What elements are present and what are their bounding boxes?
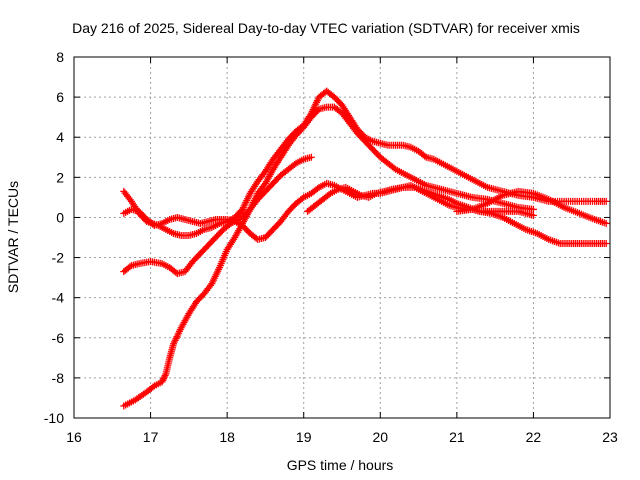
tick-labels: 16 17 18 19 20 21 22 23 -10 -8 -6 -4 -2 0 2 4 6 8 bbox=[44, 49, 618, 445]
x-tick-label: 18 bbox=[219, 429, 235, 445]
data-point bbox=[159, 376, 167, 384]
y-tick-label: 2 bbox=[56, 169, 64, 185]
y-tick-label: -6 bbox=[52, 330, 65, 346]
data-point bbox=[602, 240, 610, 248]
x-tick-label: 17 bbox=[143, 429, 159, 445]
x-axis-label: GPS time / hours bbox=[287, 457, 394, 473]
tick-marks bbox=[73, 56, 611, 419]
data-point bbox=[602, 197, 610, 205]
y-tick-label: -2 bbox=[52, 250, 65, 266]
grid-lines bbox=[74, 57, 610, 418]
series-trace-c bbox=[120, 153, 315, 278]
y-tick-label: -8 bbox=[52, 370, 65, 386]
y-axis-label: SDTVAR / TECUs bbox=[5, 181, 21, 293]
data-series bbox=[120, 87, 610, 410]
x-tick-label: 19 bbox=[296, 429, 312, 445]
data-point bbox=[161, 371, 169, 379]
x-tick-label: 20 bbox=[372, 429, 388, 445]
x-tick-label: 16 bbox=[66, 429, 82, 445]
data-point bbox=[602, 219, 610, 227]
chart-title: Day 216 of 2025, Sidereal Day-to-day VTE… bbox=[72, 20, 580, 36]
x-tick-label: 23 bbox=[602, 429, 618, 445]
plot-frame bbox=[73, 56, 611, 419]
data-point bbox=[529, 211, 537, 219]
series-trace-f bbox=[453, 187, 610, 227]
x-tick-label: 21 bbox=[449, 429, 465, 445]
y-tick-label: -4 bbox=[52, 290, 65, 306]
data-point bbox=[160, 373, 168, 381]
x-tick-label: 22 bbox=[526, 429, 542, 445]
data-point bbox=[160, 375, 168, 383]
data-point bbox=[529, 205, 537, 213]
y-tick-label: -10 bbox=[44, 410, 64, 426]
y-tick-label: 0 bbox=[56, 209, 64, 225]
data-point bbox=[158, 378, 166, 386]
y-tick-label: 4 bbox=[56, 129, 64, 145]
series-trace-e bbox=[304, 183, 610, 248]
data-point bbox=[307, 153, 315, 161]
y-tick-label: 8 bbox=[56, 49, 64, 65]
y-tick-label: 6 bbox=[56, 89, 64, 105]
